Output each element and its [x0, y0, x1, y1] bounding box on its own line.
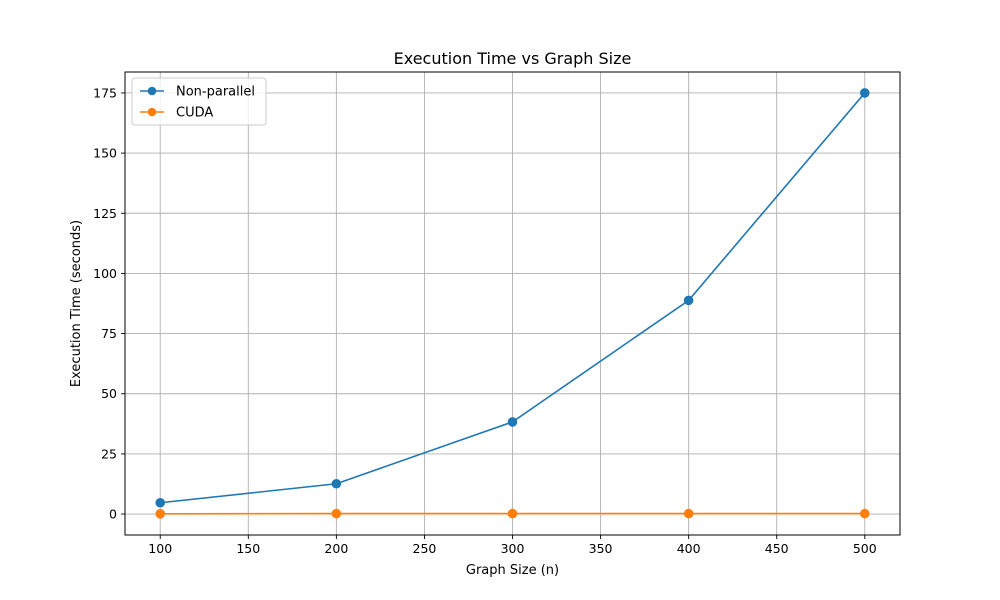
- data-point: [507, 508, 518, 519]
- y-tick-label: 125: [93, 206, 117, 221]
- data-point: [331, 478, 342, 489]
- y-tick-label: 150: [93, 146, 117, 161]
- data-point: [155, 509, 166, 519]
- y-tick-label: 75: [101, 326, 117, 341]
- series-layer: [155, 88, 870, 519]
- y-tick-label: 0: [109, 507, 117, 522]
- series-non-parallel: [155, 88, 870, 508]
- x-tick-label: 100: [148, 541, 172, 556]
- y-tick-label: 50: [101, 386, 117, 401]
- data-point: [683, 508, 694, 519]
- data-point: [683, 295, 694, 306]
- x-tick-label: 350: [589, 541, 613, 556]
- legend-box: [131, 77, 267, 126]
- data-point: [331, 508, 342, 519]
- data-point: [859, 508, 870, 519]
- y-tick-label: 100: [93, 266, 117, 281]
- x-tick-label: 300: [501, 541, 525, 556]
- x-tick-label: 250: [413, 541, 437, 556]
- legend-marker: [147, 107, 157, 117]
- data-point: [859, 88, 870, 98]
- legend-item: CUDA: [140, 106, 213, 121]
- x-tick-label: 500: [853, 541, 877, 556]
- x-axis-ticks: 100 150 200 250 300 350 400 450 500: [148, 535, 877, 556]
- data-point: [507, 417, 518, 427]
- y-axis-ticks: 0 25 50 75 100 125 150 175: [93, 85, 125, 522]
- y-axis-label: Execution Time (seconds): [69, 220, 84, 387]
- legend-item: Non-parallel: [140, 85, 255, 100]
- legend: Non-parallel CUDA: [131, 77, 267, 126]
- legend-marker: [147, 86, 157, 96]
- chart-title: Execution Time vs Graph Size: [394, 49, 632, 68]
- x-tick-label: 400: [677, 541, 701, 556]
- x-tick-label: 450: [765, 541, 789, 556]
- y-tick-label: 175: [93, 85, 117, 100]
- x-tick-label: 150: [236, 541, 260, 556]
- x-tick-label: 200: [324, 541, 348, 556]
- x-axis-label: Graph Size (n): [466, 563, 559, 578]
- data-point: [155, 497, 166, 508]
- legend-label: CUDA: [176, 106, 213, 121]
- series-cuda: [155, 508, 870, 519]
- y-tick-label: 25: [101, 446, 117, 461]
- legend-label: Non-parallel: [176, 85, 255, 100]
